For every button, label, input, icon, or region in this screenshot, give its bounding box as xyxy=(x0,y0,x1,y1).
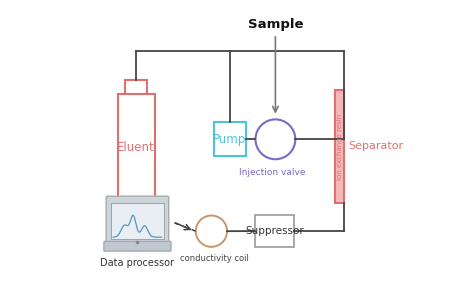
FancyBboxPatch shape xyxy=(111,203,164,239)
Text: Injection valve: Injection valve xyxy=(239,168,306,177)
Text: Suppressor: Suppressor xyxy=(246,226,304,236)
Circle shape xyxy=(196,215,227,247)
Text: Pump: Pump xyxy=(213,133,246,146)
Text: Eluent: Eluent xyxy=(117,141,155,154)
Text: conductivity coil: conductivity coil xyxy=(180,254,249,263)
FancyBboxPatch shape xyxy=(104,242,171,251)
FancyBboxPatch shape xyxy=(118,94,155,202)
FancyBboxPatch shape xyxy=(214,122,246,156)
Text: Separator: Separator xyxy=(348,142,404,151)
Circle shape xyxy=(255,119,295,159)
FancyBboxPatch shape xyxy=(106,196,169,244)
FancyBboxPatch shape xyxy=(335,90,344,203)
Text: Data processor: Data processor xyxy=(100,258,174,268)
FancyBboxPatch shape xyxy=(125,79,147,94)
Text: Sample: Sample xyxy=(247,18,303,31)
FancyBboxPatch shape xyxy=(255,215,294,247)
Text: Ion exchange resin: Ion exchange resin xyxy=(337,113,343,180)
